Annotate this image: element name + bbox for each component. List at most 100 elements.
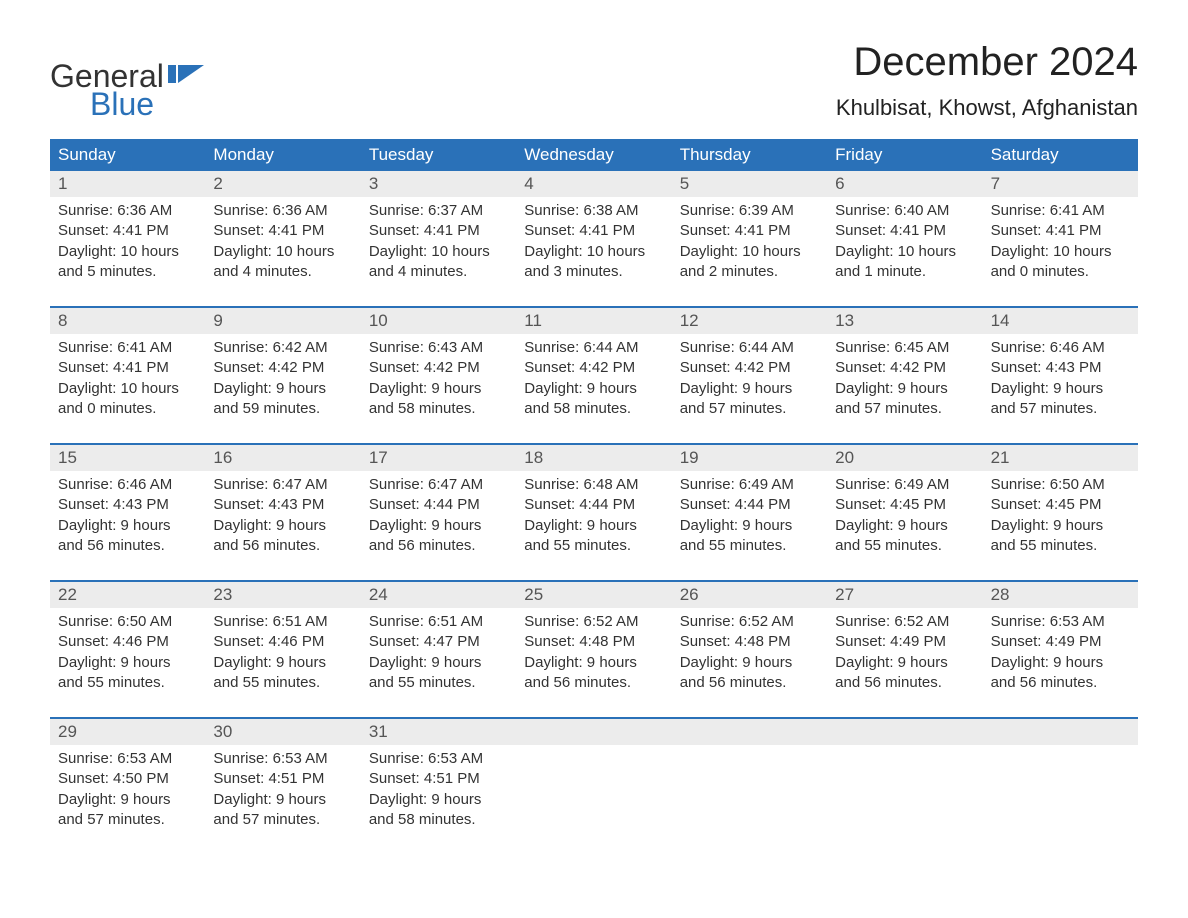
sunset-line: Sunset: 4:50 PM — [58, 769, 197, 789]
sunrise-line: Sunrise: 6:53 AM — [58, 749, 197, 769]
daylight-line-2: and 57 minutes. — [213, 810, 352, 830]
day-cell: Sunrise: 6:45 AMSunset: 4:42 PMDaylight:… — [827, 334, 982, 425]
daylight-line-2: and 55 minutes. — [213, 673, 352, 693]
day-cell: Sunrise: 6:48 AMSunset: 4:44 PMDaylight:… — [516, 471, 671, 562]
sunrise-line: Sunrise: 6:53 AM — [213, 749, 352, 769]
day-cell: Sunrise: 6:46 AMSunset: 4:43 PMDaylight:… — [50, 471, 205, 562]
sunrise-line: Sunrise: 6:40 AM — [835, 201, 974, 221]
sunset-line: Sunset: 4:43 PM — [213, 495, 352, 515]
daylight-line-1: Daylight: 10 hours — [991, 242, 1130, 262]
day-number: 31 — [361, 719, 516, 745]
day-cell: Sunrise: 6:47 AMSunset: 4:43 PMDaylight:… — [205, 471, 360, 562]
daylight-line-2: and 55 minutes. — [991, 536, 1130, 556]
day-content-strip: Sunrise: 6:41 AMSunset: 4:41 PMDaylight:… — [50, 334, 1138, 425]
sunrise-line: Sunrise: 6:50 AM — [991, 475, 1130, 495]
day-number: 3 — [361, 171, 516, 197]
weekday-header-row: SundayMondayTuesdayWednesdayThursdayFrid… — [50, 139, 1138, 171]
sunrise-line: Sunrise: 6:36 AM — [58, 201, 197, 221]
daylight-line-2: and 4 minutes. — [369, 262, 508, 282]
sunset-line: Sunset: 4:48 PM — [524, 632, 663, 652]
daylight-line-2: and 55 minutes. — [58, 673, 197, 693]
daylight-line-2: and 0 minutes. — [58, 399, 197, 419]
daylight-line-1: Daylight: 10 hours — [680, 242, 819, 262]
day-number: 26 — [672, 582, 827, 608]
day-number: 28 — [983, 582, 1138, 608]
day-cell: Sunrise: 6:47 AMSunset: 4:44 PMDaylight:… — [361, 471, 516, 562]
daylight-line-2: and 5 minutes. — [58, 262, 197, 282]
sunrise-line: Sunrise: 6:46 AM — [58, 475, 197, 495]
day-cell: Sunrise: 6:53 AMSunset: 4:50 PMDaylight:… — [50, 745, 205, 836]
sunset-line: Sunset: 4:41 PM — [835, 221, 974, 241]
sunset-line: Sunset: 4:49 PM — [835, 632, 974, 652]
day-cell: Sunrise: 6:36 AMSunset: 4:41 PMDaylight:… — [205, 197, 360, 288]
daylight-line-1: Daylight: 9 hours — [991, 516, 1130, 536]
day-content-strip: Sunrise: 6:50 AMSunset: 4:46 PMDaylight:… — [50, 608, 1138, 699]
day-number: 14 — [983, 308, 1138, 334]
daylight-line-2: and 3 minutes. — [524, 262, 663, 282]
day-cell: Sunrise: 6:40 AMSunset: 4:41 PMDaylight:… — [827, 197, 982, 288]
daylight-line-2: and 56 minutes. — [524, 673, 663, 693]
daylight-line-1: Daylight: 9 hours — [680, 653, 819, 673]
sunrise-line: Sunrise: 6:48 AM — [524, 475, 663, 495]
day-number: 7 — [983, 171, 1138, 197]
day-number: 25 — [516, 582, 671, 608]
sunset-line: Sunset: 4:41 PM — [58, 221, 197, 241]
day-cell: Sunrise: 6:53 AMSunset: 4:51 PMDaylight:… — [361, 745, 516, 836]
sunrise-line: Sunrise: 6:51 AM — [369, 612, 508, 632]
day-number: 30 — [205, 719, 360, 745]
header: General Blue December 2024 Khulbisat, Kh… — [50, 40, 1138, 121]
day-number: 20 — [827, 445, 982, 471]
daylight-line-1: Daylight: 9 hours — [369, 653, 508, 673]
daylight-line-2: and 56 minutes. — [213, 536, 352, 556]
day-cell: Sunrise: 6:39 AMSunset: 4:41 PMDaylight:… — [672, 197, 827, 288]
sunset-line: Sunset: 4:41 PM — [680, 221, 819, 241]
daylight-line-2: and 55 minutes. — [680, 536, 819, 556]
sunset-line: Sunset: 4:41 PM — [991, 221, 1130, 241]
day-number: 29 — [50, 719, 205, 745]
sunrise-line: Sunrise: 6:52 AM — [680, 612, 819, 632]
sunset-line: Sunset: 4:49 PM — [991, 632, 1130, 652]
daylight-line-1: Daylight: 10 hours — [369, 242, 508, 262]
sunrise-line: Sunrise: 6:47 AM — [213, 475, 352, 495]
daylight-line-2: and 56 minutes. — [991, 673, 1130, 693]
day-cell — [516, 745, 671, 836]
sunrise-line: Sunrise: 6:51 AM — [213, 612, 352, 632]
daylight-line-1: Daylight: 9 hours — [369, 516, 508, 536]
daylight-line-2: and 56 minutes. — [680, 673, 819, 693]
day-number: 21 — [983, 445, 1138, 471]
day-cell: Sunrise: 6:37 AMSunset: 4:41 PMDaylight:… — [361, 197, 516, 288]
day-content-strip: Sunrise: 6:36 AMSunset: 4:41 PMDaylight:… — [50, 197, 1138, 288]
daylight-line-1: Daylight: 9 hours — [991, 653, 1130, 673]
daylight-line-1: Daylight: 9 hours — [369, 790, 508, 810]
day-cell: Sunrise: 6:36 AMSunset: 4:41 PMDaylight:… — [50, 197, 205, 288]
sunset-line: Sunset: 4:51 PM — [369, 769, 508, 789]
sunset-line: Sunset: 4:41 PM — [213, 221, 352, 241]
day-number — [672, 719, 827, 745]
daylight-line-1: Daylight: 9 hours — [524, 653, 663, 673]
daylight-line-1: Daylight: 10 hours — [835, 242, 974, 262]
sunset-line: Sunset: 4:48 PM — [680, 632, 819, 652]
sunrise-line: Sunrise: 6:38 AM — [524, 201, 663, 221]
day-number-strip: 15161718192021 — [50, 445, 1138, 471]
daylight-line-2: and 56 minutes. — [369, 536, 508, 556]
day-cell: Sunrise: 6:51 AMSunset: 4:46 PMDaylight:… — [205, 608, 360, 699]
daylight-line-2: and 55 minutes. — [524, 536, 663, 556]
title-block: December 2024 Khulbisat, Khowst, Afghani… — [836, 40, 1138, 121]
day-cell: Sunrise: 6:41 AMSunset: 4:41 PMDaylight:… — [50, 334, 205, 425]
day-cell: Sunrise: 6:44 AMSunset: 4:42 PMDaylight:… — [672, 334, 827, 425]
daylight-line-1: Daylight: 9 hours — [58, 516, 197, 536]
day-number: 27 — [827, 582, 982, 608]
daylight-line-2: and 58 minutes. — [524, 399, 663, 419]
sunrise-line: Sunrise: 6:53 AM — [369, 749, 508, 769]
day-cell: Sunrise: 6:50 AMSunset: 4:46 PMDaylight:… — [50, 608, 205, 699]
day-number: 13 — [827, 308, 982, 334]
day-number: 24 — [361, 582, 516, 608]
weekday-header: Saturday — [983, 139, 1138, 171]
sunset-line: Sunset: 4:41 PM — [524, 221, 663, 241]
daylight-line-2: and 57 minutes. — [991, 399, 1130, 419]
sunrise-line: Sunrise: 6:46 AM — [991, 338, 1130, 358]
day-cell: Sunrise: 6:52 AMSunset: 4:49 PMDaylight:… — [827, 608, 982, 699]
day-number — [827, 719, 982, 745]
day-cell: Sunrise: 6:38 AMSunset: 4:41 PMDaylight:… — [516, 197, 671, 288]
day-number: 23 — [205, 582, 360, 608]
